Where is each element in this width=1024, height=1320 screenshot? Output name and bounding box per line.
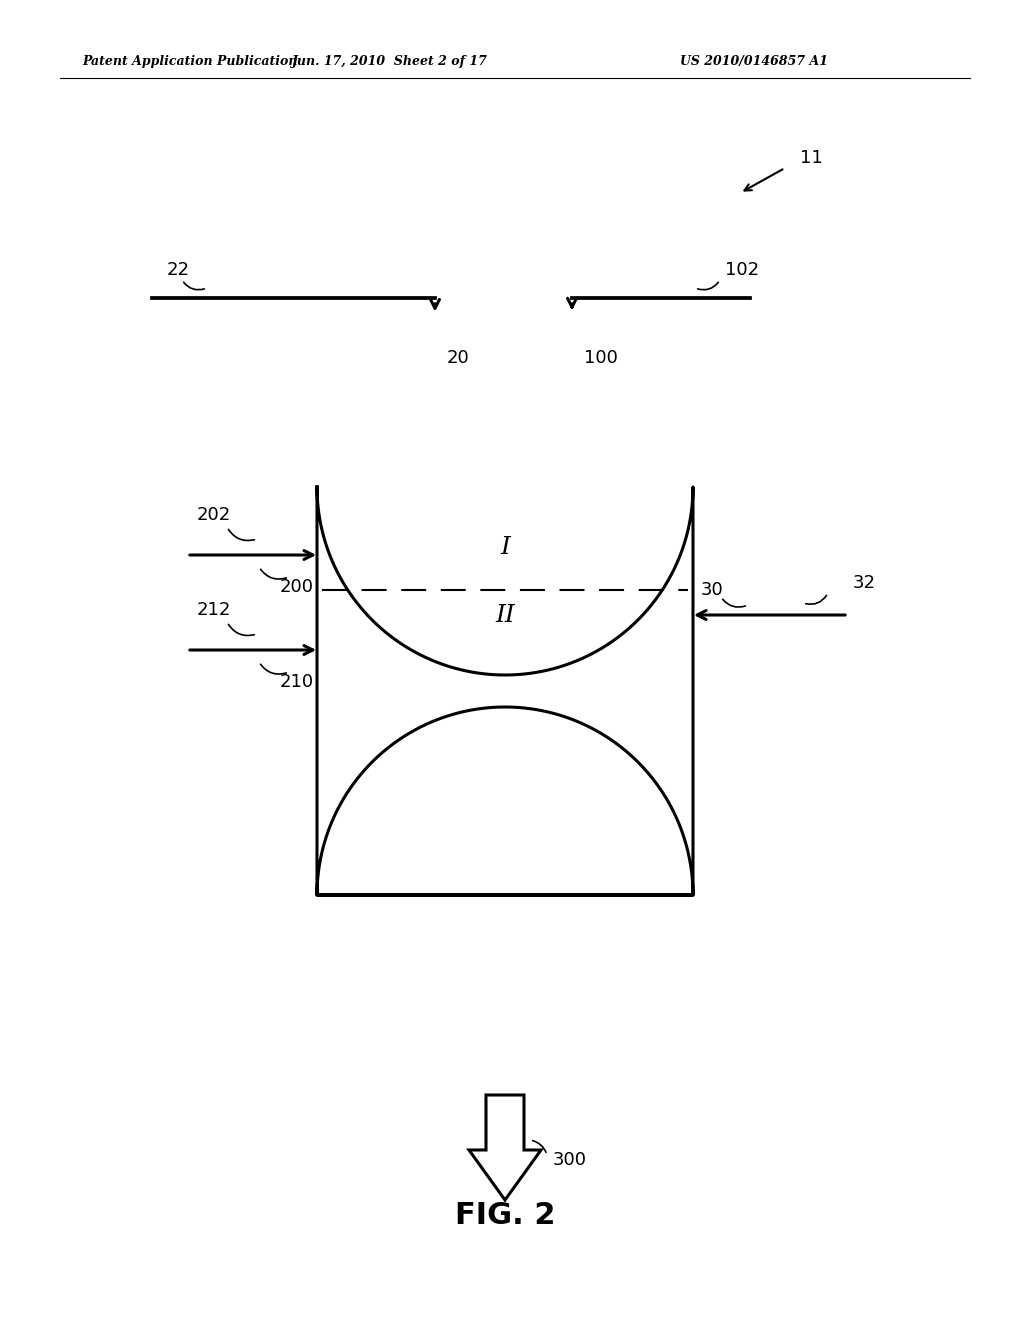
Text: 22: 22 [167,261,190,279]
Text: Jun. 17, 2010  Sheet 2 of 17: Jun. 17, 2010 Sheet 2 of 17 [292,55,488,69]
Text: 300: 300 [553,1151,587,1170]
Text: 202: 202 [197,506,231,524]
Text: 200: 200 [280,578,314,597]
Text: 210: 210 [280,673,314,690]
Text: 32: 32 [853,574,876,591]
Text: 20: 20 [447,348,470,367]
Text: II: II [496,603,515,627]
Text: Patent Application Publication: Patent Application Publication [82,55,298,69]
Text: 212: 212 [197,601,231,619]
Text: I: I [500,536,510,560]
Text: FIG. 2: FIG. 2 [455,1200,555,1229]
Text: US 2010/0146857 A1: US 2010/0146857 A1 [680,55,828,69]
Text: 100: 100 [584,348,617,367]
Text: 30: 30 [701,581,724,599]
Text: 11: 11 [800,149,822,168]
Polygon shape [469,1096,541,1200]
Text: 102: 102 [725,261,759,279]
